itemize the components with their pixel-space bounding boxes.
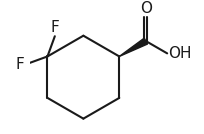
Text: OH: OH	[169, 46, 192, 61]
Text: F: F	[50, 21, 59, 36]
Text: F: F	[16, 57, 25, 72]
Polygon shape	[119, 38, 147, 56]
Text: O: O	[140, 1, 152, 16]
